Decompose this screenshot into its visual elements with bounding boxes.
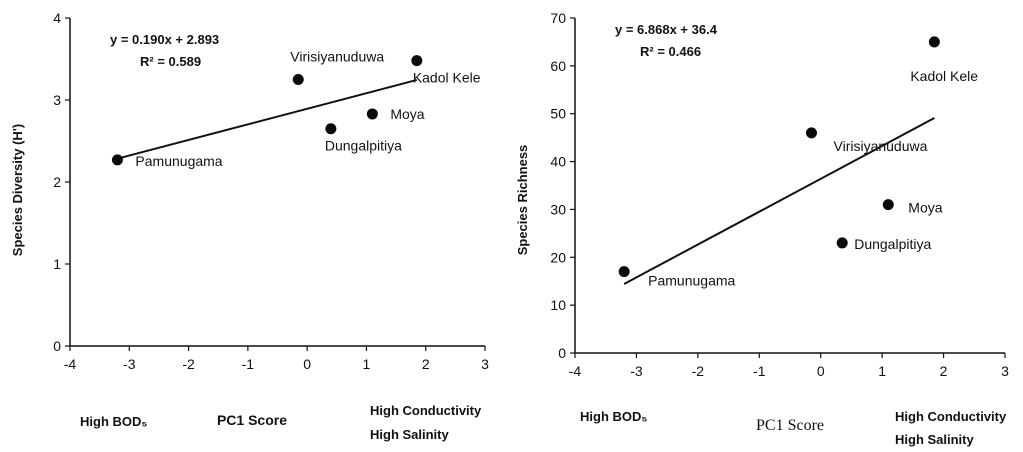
axes: [69, 18, 485, 347]
data-point: [325, 123, 337, 135]
x-tick-label: -3: [123, 356, 136, 372]
y-tick-label: 2: [53, 174, 61, 190]
y-tick-label: 50: [550, 106, 566, 122]
y-tick-label: 10: [550, 297, 566, 313]
x-high-note-2: High Salinity: [370, 427, 450, 442]
x-tick-label: -2: [182, 356, 195, 372]
data-point: [836, 237, 848, 249]
data-point: [366, 108, 378, 120]
y-tick-label: 0: [53, 338, 61, 354]
x-tick-label: -1: [242, 356, 255, 372]
point-label: Pamunugama: [135, 153, 222, 169]
point-label: Virisiyanuduwa: [834, 138, 928, 154]
data-point: [111, 154, 123, 166]
data-points: Pamunugama Virisiyanuduwa Dungalpitiya Moya…: [618, 36, 978, 289]
data-point: [411, 55, 423, 67]
x-tick-label: -3: [630, 363, 643, 379]
y-axis-label: Species Diversity (H'): [10, 124, 25, 256]
x-high-note-2: High Salinity: [895, 432, 975, 447]
point-label: Pamunugama: [648, 273, 735, 289]
y-tick-label: 0: [558, 345, 566, 361]
tick-labels: 0 10 20 30 40 50 60 70 -4 -3 -2 -1 0 1 2 3: [550, 10, 1009, 379]
x-tick-label: 2: [422, 356, 430, 372]
y-tick-label: 60: [550, 58, 566, 74]
species-diversity-chart: 0 1 2 3 4 -4 -3 -2 -1 0 1 2 3 Pamunugama Virisiyanudu…: [10, 10, 489, 442]
x-tick-label: 3: [481, 356, 489, 372]
point-label: Kadol Kele: [910, 68, 978, 84]
x-tick-label: 1: [878, 363, 886, 379]
x-tick-label: 2: [940, 363, 948, 379]
y-tick-label: 70: [550, 10, 566, 26]
point-label: Virisiyanuduwa: [290, 49, 384, 65]
data-point: [806, 127, 817, 139]
y-tick-label: 20: [550, 249, 566, 265]
y-tick-label: 1: [53, 256, 61, 272]
axes: [574, 18, 1005, 354]
x-tick-label: -4: [64, 356, 77, 372]
point-label: Moya: [908, 200, 942, 216]
y-tick-label: 30: [550, 201, 566, 217]
x-tick-label: 0: [817, 363, 825, 379]
data-point: [882, 199, 894, 211]
data-points: Pamunugama Virisiyanuduwa Dungalpitiya Moya…: [111, 49, 481, 169]
x-low-note: High BOD₅: [80, 414, 147, 429]
point-label: Dungalpitiya: [325, 138, 402, 154]
equation-label: y = 6.868x + 36.4: [615, 22, 718, 37]
data-point: [292, 74, 304, 85]
y-tick-label: 40: [550, 154, 566, 170]
y-tick-label: 4: [53, 10, 61, 26]
r2-label: R² = 0.466: [640, 44, 701, 59]
point-label: Moya: [390, 106, 424, 122]
point-label: Dungalpitiya: [854, 236, 931, 252]
tick-labels: 0 1 2 3 4 -4 -3 -2 -1 0 1 2 3: [53, 10, 489, 372]
point-label: Kadol Kele: [413, 70, 481, 86]
x-high-note-1: High Conductivity: [370, 403, 482, 418]
x-low-note: High BOD₅: [580, 409, 647, 424]
r2-label: R² = 0.589: [140, 54, 201, 69]
x-tick-label: 1: [363, 356, 371, 372]
x-axis-label: PC1 Score: [756, 417, 824, 434]
x-high-note-1: High Conductivity: [895, 409, 1007, 424]
species-richness-chart: 0 10 20 30 40 50 60 70 -4 -3 -2 -1 0 1 2 3 Pamunugama Vi…: [515, 10, 1009, 447]
x-axis-label: PC1 Score: [217, 412, 287, 428]
data-point: [928, 36, 940, 48]
x-tick-label: 3: [1001, 363, 1009, 379]
data-point: [618, 266, 630, 278]
trendline: [117, 78, 418, 160]
trendline: [623, 117, 935, 285]
y-axis-label: Species Richness: [515, 145, 530, 256]
x-tick-label: -4: [569, 363, 582, 379]
x-tick-label: 0: [303, 356, 311, 372]
y-tick-label: 3: [53, 92, 61, 108]
equation-label: y = 0.190x + 2.893: [110, 32, 219, 47]
x-tick-label: -1: [753, 363, 766, 379]
x-tick-label: -2: [692, 363, 705, 379]
